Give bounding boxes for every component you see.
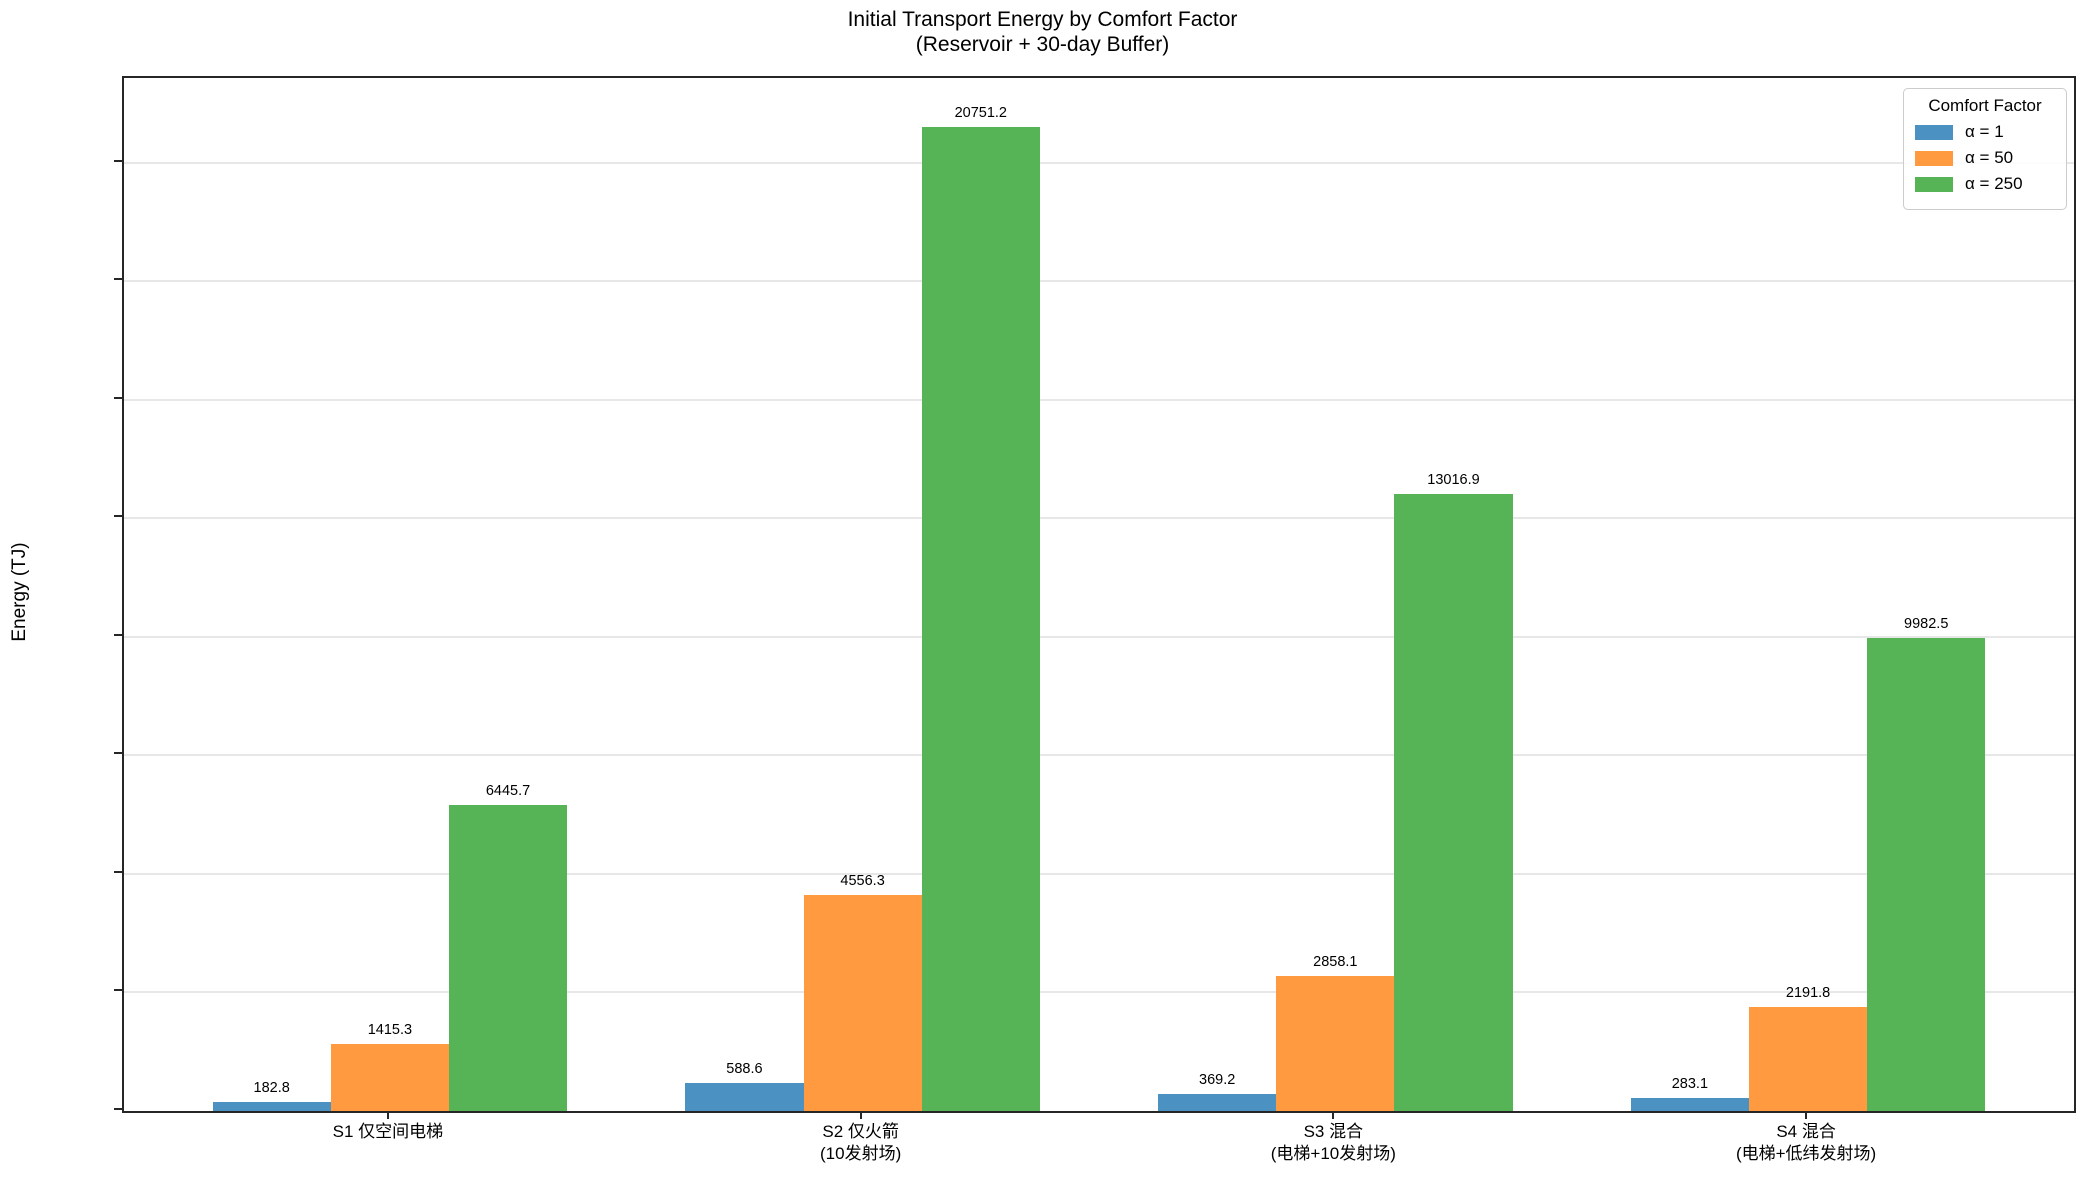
x-tick-label-line: (电梯+10发射场) (1270, 1144, 1396, 1163)
y-tick-label-17500: 17500 (0, 269, 12, 289)
x-tick-label-s4: S4 混合 (电梯+低纬发射场) (1626, 1121, 1986, 1165)
gridline-20000 (124, 161, 2074, 164)
bar-value-label: 9982.5 (1904, 615, 1949, 632)
gridline-5000 (124, 872, 2074, 875)
legend-swatch-icon (1915, 150, 1953, 166)
bar-s3-α=50: 2858.1 (1276, 954, 1395, 1111)
legend-entry-2: α = 50 (1915, 148, 2055, 168)
x-tick-label-s2: S2 仅火箭 (10发射场) (681, 1121, 1041, 1165)
bar-s4-α=1: 283.1 (1630, 1076, 1749, 1111)
y-tick-mark-17500 (114, 278, 122, 281)
legend-swatch-icon (1915, 176, 1953, 192)
y-tick-label-20000: 20000 (0, 151, 12, 171)
plot-area: 182.8 1415.3 6445.7 588.6 4556.3 20751.2 369.2… (122, 76, 2076, 1113)
bar-group-s3: 369.2 2858.1 13016.9 (1158, 472, 1513, 1111)
bar-value-label: 283.1 (1671, 1075, 1709, 1092)
bar-value-label: 20751.2 (954, 105, 1007, 122)
bar-value-label: 588.6 (726, 1061, 763, 1078)
legend-entry-1: α = 1 (1915, 122, 2055, 142)
bar-group-s2: 588.6 4556.3 20751.2 (685, 105, 1040, 1111)
bar-value-label: 1415.3 (367, 1021, 413, 1038)
bar-s2-α=1: 588.6 (685, 1061, 804, 1111)
chart-title-line1: Initial Transport Energy by Comfort Fact… (847, 8, 1238, 31)
bar-s4-α=50: 2191.8 (1748, 985, 1868, 1111)
legend-swatch-icon (1915, 124, 1953, 140)
bar-s1-α=250: 6445.7 (448, 783, 568, 1111)
y-tick-mark-12500 (114, 515, 122, 518)
gridline-12500 (124, 517, 2074, 520)
x-tick-label-line: (10发射场) (820, 1144, 902, 1163)
chart-title-line2: (Reservoir + 30-day Buffer) (915, 33, 1170, 56)
gridline-17500 (124, 280, 2074, 283)
y-tick-label-0: 0 (0, 1099, 12, 1119)
x-tick-label-s1: S1 仅空间电梯 (208, 1121, 568, 1143)
legend-entry-3: α = 250 (1915, 174, 2055, 194)
gridline-2500 (124, 991, 2074, 994)
legend-label: α = 50 (1965, 148, 2014, 167)
bar-value-label: 369.2 (1199, 1071, 1236, 1088)
y-tick-label-2500: 2500 (0, 980, 12, 1000)
x-tick-mark-4 (1805, 1111, 1808, 1119)
y-tick-label-7500: 7500 (0, 743, 12, 763)
y-tick-label-5000: 5000 (0, 862, 12, 882)
bar-group-s4: 283.1 2191.8 9982.5 (1630, 616, 1986, 1111)
bar-s3-α=250: 13016.9 (1394, 472, 1513, 1111)
bar-s3-α=1: 369.2 (1158, 1072, 1277, 1111)
legend: Comfort Factor α = 1 α = 50 α = 250 (1903, 88, 2067, 210)
y-tick-mark-2500 (114, 989, 122, 992)
x-tick-mark-2 (859, 1111, 862, 1119)
bar-s1-α=1: 182.8 (212, 1080, 331, 1111)
bar-group-s1: 182.8 1415.3 6445.7 (212, 783, 568, 1111)
gridline-15000 (124, 398, 2074, 401)
legend-label: α = 250 (1965, 174, 2023, 193)
bar-value-label: 13016.9 (1427, 471, 1480, 488)
x-tick-label-line: S3 混合 (1303, 1122, 1364, 1141)
bar-value-label: 4556.3 (840, 873, 885, 889)
gridline-7500 (124, 754, 2074, 757)
bar-s2-α=50: 4556.3 (803, 873, 922, 1111)
x-tick-label-line: S1 仅空间电梯 (332, 1122, 444, 1141)
bar-value-label: 6445.7 (485, 783, 531, 800)
x-tick-mark-1 (386, 1111, 389, 1119)
x-tick-label-line: S2 仅火箭 (822, 1122, 899, 1141)
y-tick-label-10000: 10000 (0, 625, 12, 645)
y-tick-mark-5000 (114, 870, 122, 873)
x-tick-label-line: (电梯+低纬发射场) (1735, 1144, 1877, 1163)
chart-title: Initial Transport Energy by Comfort Fact… (0, 7, 2085, 57)
bar-value-label: 2191.8 (1785, 985, 1831, 1002)
y-tick-label-15000: 15000 (0, 388, 12, 408)
legend-entries: α = 1 α = 50 α = 250 (1915, 122, 2055, 194)
bar-value-label: 2858.1 (1313, 953, 1358, 970)
y-tick-mark-20000 (114, 159, 122, 162)
bar-s2-α=250: 20751.2 (921, 105, 1040, 1111)
y-tick-mark-10000 (114, 633, 122, 636)
x-tick-mark-3 (1332, 1111, 1335, 1119)
legend-label: α = 1 (1965, 122, 2004, 141)
x-tick-label-line: S4 混合 (1776, 1122, 1836, 1141)
legend-title: Comfort Factor (1928, 96, 2042, 115)
bar-value-label: 182.8 (253, 1080, 290, 1097)
y-tick-mark-15000 (114, 396, 122, 399)
y-tick-label-12500: 12500 (0, 506, 12, 526)
bar-s1-α=50: 1415.3 (330, 1022, 449, 1111)
y-tick-mark-7500 (114, 752, 122, 755)
bar-s4-α=250: 9982.5 (1867, 616, 1986, 1111)
x-tick-label-s3: S3 混合 (电梯+10发射场) (1153, 1121, 1513, 1165)
gridline-10000 (124, 635, 2074, 638)
y-tick-mark-0 (114, 1108, 122, 1110)
y-axis-label: Energy (TJ) (9, 542, 30, 642)
